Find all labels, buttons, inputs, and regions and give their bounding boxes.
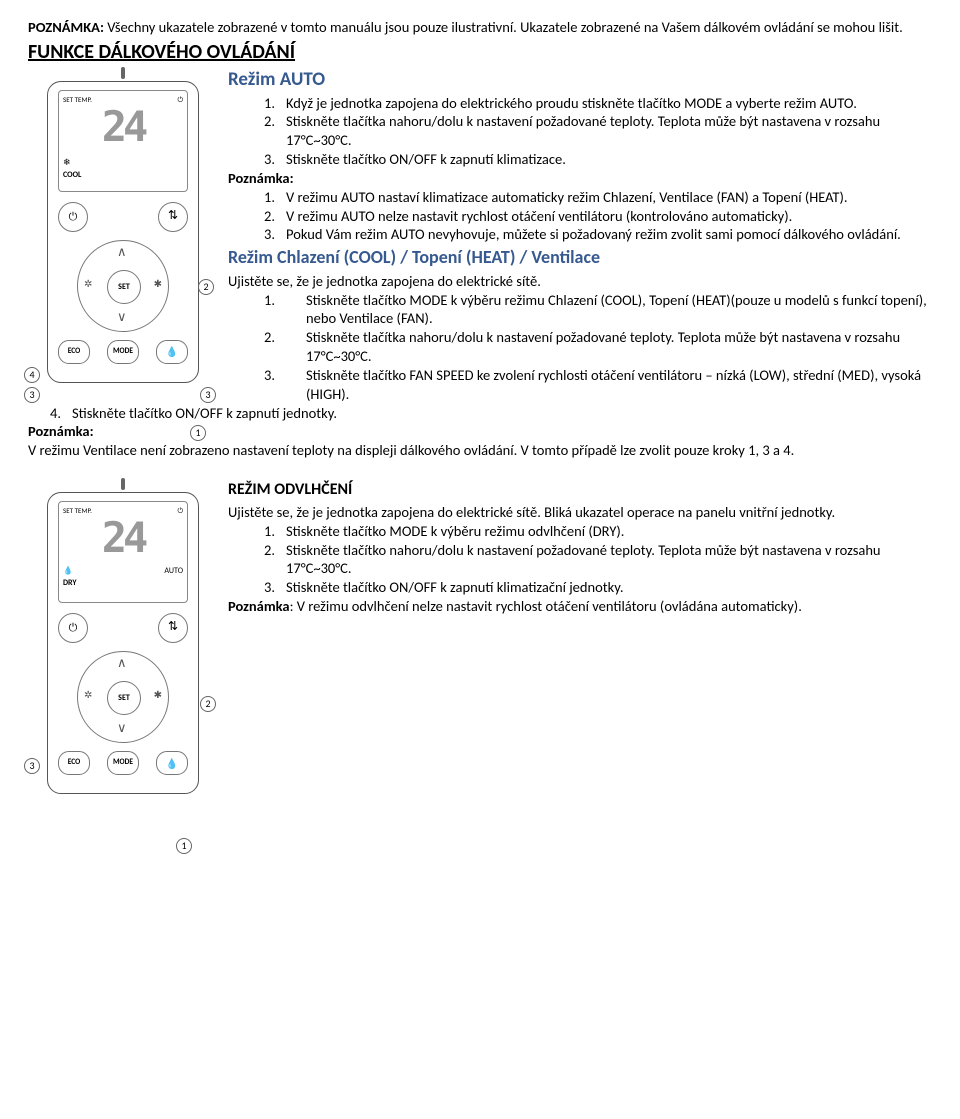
callout-4: 4 — [24, 367, 40, 383]
fan-up-button[interactable] — [154, 277, 162, 291]
lcd2-value: 24 — [63, 511, 183, 566]
remote-1: 2 4 3 3 1 SET TEMP.⏻ 24 COOL ∧ ∨ — [28, 67, 218, 383]
lcd2-set-temp: SET TEMP. — [63, 506, 92, 515]
dry-step-1: Stiskněte tlačítko MODE k výběru režimu … — [286, 522, 624, 541]
callout-3b: 3 — [24, 387, 40, 403]
fan-down-button-2[interactable] — [84, 688, 92, 702]
cool-note: V režimu Ventilace není zobrazeno nastav… — [28, 441, 932, 460]
control-ring-2[interactable]: ∧ ∨ SET — [77, 651, 169, 743]
down-button[interactable]: ∨ — [117, 310, 127, 327]
auto-note-3: Pokud Vám režim AUTO nevyhovuje, můžete … — [286, 225, 901, 244]
cool-intro: Ujistěte se, že je jednotka zapojena do … — [228, 272, 932, 291]
power-button-2[interactable] — [58, 613, 88, 643]
heading-cool: Režim Chlazení (COOL) / Topení (HEAT) / … — [228, 246, 932, 269]
dry-note-label: Poznámka — [228, 597, 290, 615]
humid-button[interactable] — [156, 340, 188, 364]
cool-step-4: Stiskněte tlačítko ON/OFF k zapnutí jedn… — [72, 404, 337, 423]
eco-button[interactable]: ECO — [58, 340, 90, 364]
fan-down-button[interactable] — [84, 277, 92, 291]
callout-3: 3 — [200, 387, 216, 403]
lcd-screen: SET TEMP.⏻ 24 COOL — [58, 90, 188, 192]
mode-button[interactable]: MODE — [107, 340, 139, 364]
fan-up-button-2[interactable] — [154, 688, 162, 702]
set-button-2[interactable]: SET — [107, 681, 141, 715]
lcd-value: 24 — [63, 100, 183, 155]
snowflake-icon — [63, 157, 71, 169]
up-button-2[interactable]: ∧ — [117, 656, 127, 673]
dry-note: : V režimu odvlhčení nelze nastavit rych… — [290, 597, 802, 615]
cool-note-label: Poznámka: — [28, 422, 932, 441]
callout2-2: 2 — [200, 696, 216, 712]
heading-dry: REŽIM ODVLHČENÍ — [228, 480, 932, 501]
lcd2-mode: DRY — [63, 578, 183, 588]
lcd-screen-2: SET TEMP.⏻ 24 💧 AUTO DRY — [58, 501, 188, 603]
heading-functions: FUNKCE DÁLKOVÉHO OVLÁDÁNÍ — [28, 39, 932, 65]
cool-step-2: Stiskněte tlačítka nahoru/dolu k nastave… — [306, 328, 932, 366]
mode-button-2[interactable]: MODE — [107, 751, 139, 775]
note-label: POZNÁMKA: — [28, 18, 104, 36]
auto-note-1: V režimu AUTO nastaví klimatizace automa… — [286, 188, 848, 207]
swing-button[interactable] — [158, 202, 188, 232]
power-button[interactable] — [58, 202, 88, 232]
lcd-mode: COOL — [63, 170, 183, 180]
top-note: POZNÁMKA: Všechny ukazatele zobrazené v … — [28, 18, 932, 37]
control-ring[interactable]: ∧ ∨ SET — [77, 240, 169, 332]
callout-1: 1 — [190, 425, 206, 441]
auto-step-2: Stiskněte tlačítka nahoru/dolu k nastave… — [286, 112, 932, 150]
callout2-3: 3 — [24, 758, 40, 774]
callout-2: 2 — [198, 279, 214, 295]
note-text: Všechny ukazatele zobrazené v tomto manu… — [104, 18, 903, 36]
dry-intro: Ujistěte se, že je jednotka zapojena do … — [228, 503, 932, 522]
dry-note-line: Poznámka: V režimu odvlhčení nelze nasta… — [228, 597, 932, 616]
drop-icon: 💧 — [63, 566, 73, 576]
dry-step-2: Stiskněte tlačítko nahoru/dolu k nastave… — [286, 541, 932, 579]
cool-step-3: Stiskněte tlačítko FAN SPEED ke zvolení … — [306, 366, 932, 404]
lcd2-auto: AUTO — [164, 566, 183, 576]
set-button[interactable]: SET — [107, 270, 141, 304]
heading-auto: Režim AUTO — [228, 68, 932, 93]
auto-step-1: Když je jednotka zapojena do elektrickéh… — [286, 94, 857, 113]
auto-step-3: Stiskněte tlačítko ON/OFF k zapnutí klim… — [286, 150, 566, 169]
callout2-1: 1 — [176, 838, 192, 854]
down-button-2[interactable]: ∨ — [117, 721, 127, 738]
auto-note-2: V režimu AUTO nelze nastavit rychlost ot… — [286, 207, 792, 226]
up-button[interactable]: ∧ — [117, 245, 127, 262]
dry-step-3: Stiskněte tlačítko ON/OFF k zapnutí klim… — [286, 578, 624, 597]
cool-step-1: Stiskněte tlačítko MODE k výběru režimu … — [306, 291, 932, 329]
swing-button-2[interactable] — [158, 613, 188, 643]
auto-note-label: Poznámka: — [228, 169, 932, 188]
lcd-set-temp: SET TEMP. — [63, 95, 92, 104]
humid-button-2[interactable] — [156, 751, 188, 775]
eco-button-2[interactable]: ECO — [58, 751, 90, 775]
remote-2: 2 3 1 SET TEMP.⏻ 24 💧 AUTO DRY — [28, 478, 218, 794]
